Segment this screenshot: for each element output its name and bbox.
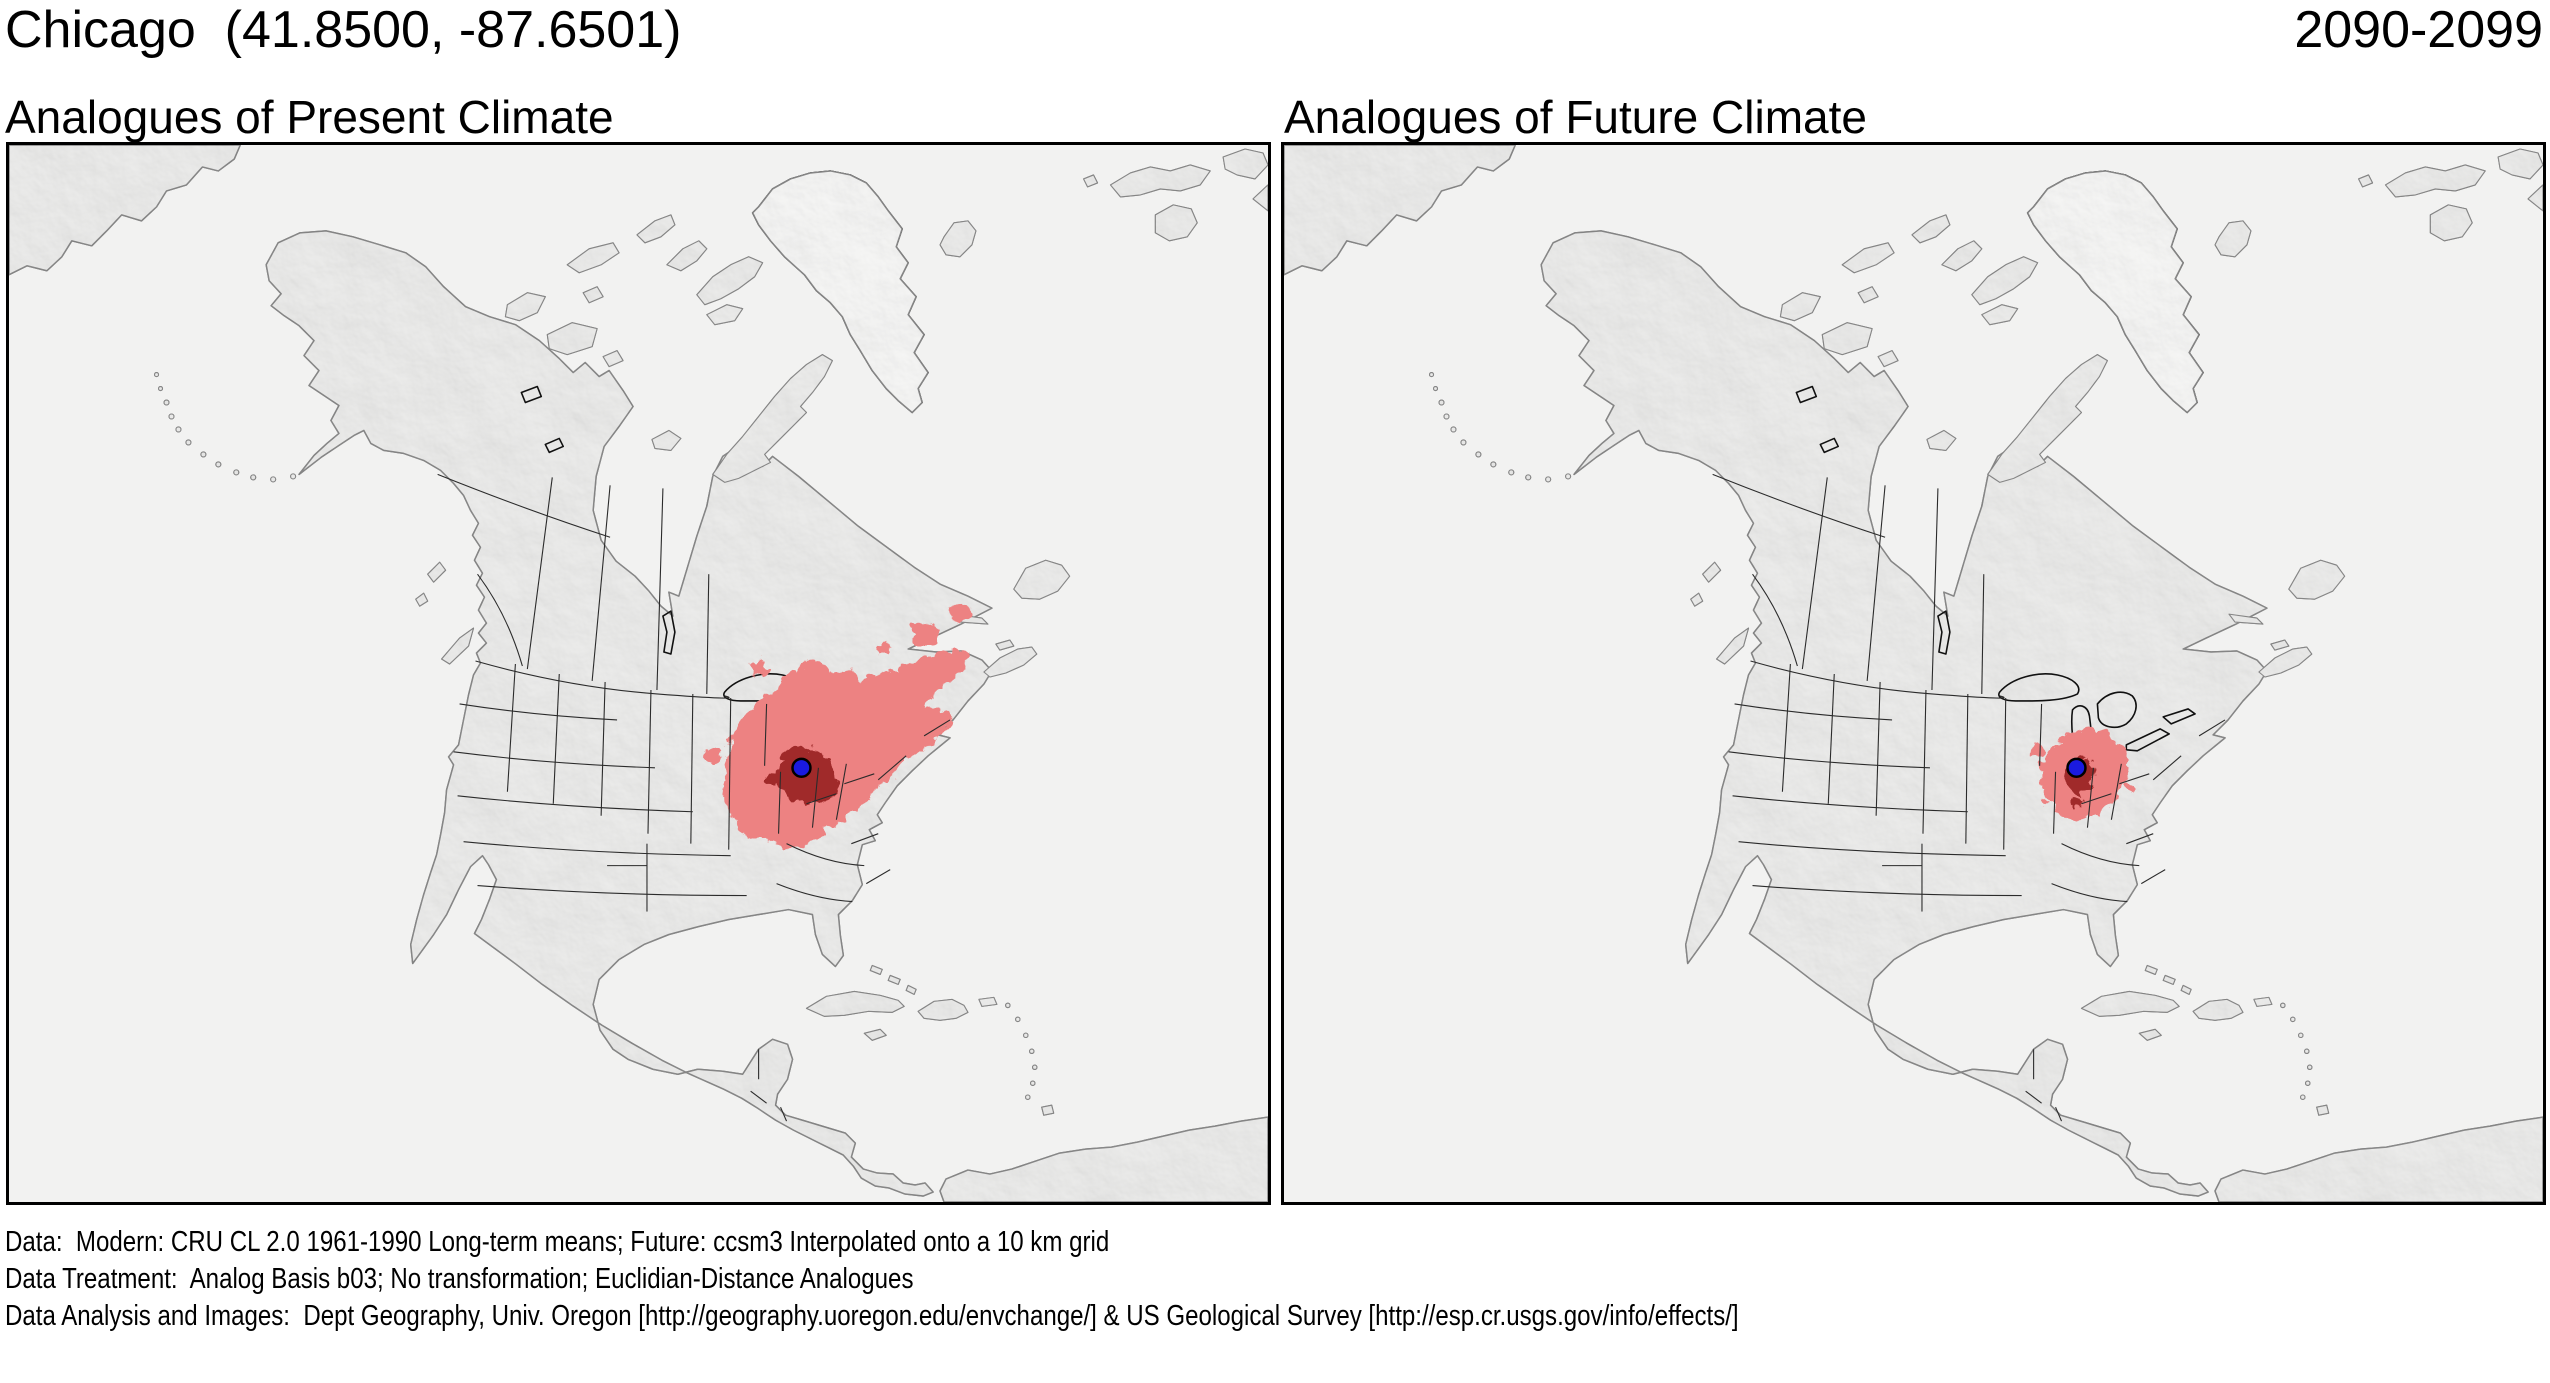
chicago-marker	[791, 757, 812, 779]
panel-title-present: Analogues of Present Climate	[5, 91, 614, 143]
basemap	[9, 145, 1268, 1202]
footer-line-data: Data: Modern: CRU CL 2.0 1961-1990 Long-…	[5, 1226, 1110, 1258]
footer-line-treatment: Data Treatment: Analog Basis b03; No tra…	[5, 1263, 914, 1295]
panel-title-future: Analogues of Future Climate	[1284, 91, 1867, 143]
footer-line-credits: Data Analysis and Images: Dept Geography…	[5, 1300, 1739, 1332]
basemap	[1284, 145, 2543, 1202]
analog-region-low	[702, 601, 968, 844]
map-present	[9, 145, 1268, 1202]
map-panel-future	[1281, 142, 2546, 1205]
period-label: 2090-2099	[2294, 1, 2543, 59]
map-future	[1284, 145, 2543, 1202]
footer-attribution: Data: Modern: CRU CL 2.0 1961-1990 Long-…	[5, 1224, 2094, 1335]
map-panel-present	[6, 142, 1271, 1205]
chicago-marker	[2066, 757, 2087, 779]
page-title: Chicago (41.8500, -87.6501)	[5, 1, 682, 59]
